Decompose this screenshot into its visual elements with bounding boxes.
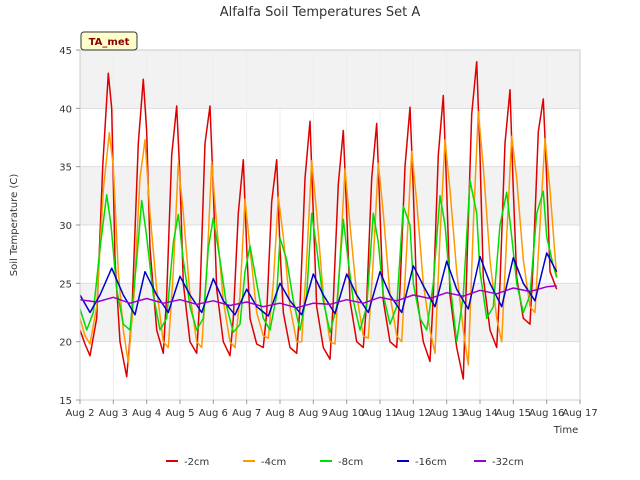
x-tick-label: Aug 12 [396,408,431,419]
y-tick-label: 40 [59,104,72,115]
x-tick-label: Aug 6 [199,408,228,419]
x-tick-label: Aug 8 [265,408,294,419]
ta-met-badge: TA_met [80,31,138,51]
legend: -2cm -4cm -8cm -16cm -32cm [166,457,524,468]
x-tick-label: Aug 16 [529,408,564,419]
y-tick-label: 20 [59,338,72,349]
x-tick-label: Aug 15 [496,408,531,419]
x-tick-label: Aug 14 [462,408,497,419]
legend-item: -32cm [474,457,524,468]
x-tick-label: Aug 4 [132,408,161,419]
legend-item: -4cm [243,457,286,468]
legend-item: -2cm [166,457,209,468]
badge-label: TA_met [89,37,130,48]
chart-title: Alfalfa Soil Temperatures Set A [220,5,421,20]
x-tick-label: Aug 7 [232,408,261,419]
x-tick-label: Aug 2 [65,408,94,419]
x-tick-label: Aug 3 [99,408,128,419]
x-tick-label: Aug 5 [165,408,194,419]
y-axis-label: Soil Temperature (C) [9,174,20,277]
series-line-minus-4cm [79,111,558,366]
series-line-minus-32cm [79,284,557,309]
legend-label: -4cm [261,457,286,468]
x-axis-label: Time [553,425,578,436]
legend-item: -16cm [397,457,447,468]
x-tick-label: Aug 11 [362,408,397,419]
series-lines [79,60,558,380]
series-line-minus-16cm [79,252,558,317]
y-axis-ticks: 15 20 25 30 35 40 45 [59,46,80,407]
legend-label: -32cm [492,457,524,468]
y-tick-label: 45 [59,46,72,57]
y-tick-label: 35 [59,163,72,174]
grid-band [80,166,580,225]
x-tick-label: Aug 10 [329,408,364,419]
x-axis-ticks: Aug 2 Aug 3 Aug 4 Aug 5 Aug 6 Aug 7 Aug 8 Aug 9… [65,400,598,419]
y-tick-label: 25 [59,279,72,290]
series-line-minus-2cm [79,60,558,380]
x-tick-label: Aug 13 [429,408,464,419]
legend-label: -16cm [415,457,447,468]
legend-label: -8cm [338,457,363,468]
legend-label: -2cm [184,457,209,468]
y-tick-label: 15 [59,396,72,407]
x-tick-label: Aug 17 [562,408,597,419]
y-tick-label: 30 [59,221,72,232]
grid-band [80,50,580,109]
x-tick-label: Aug 9 [299,408,328,419]
legend-item: -8cm [320,457,363,468]
